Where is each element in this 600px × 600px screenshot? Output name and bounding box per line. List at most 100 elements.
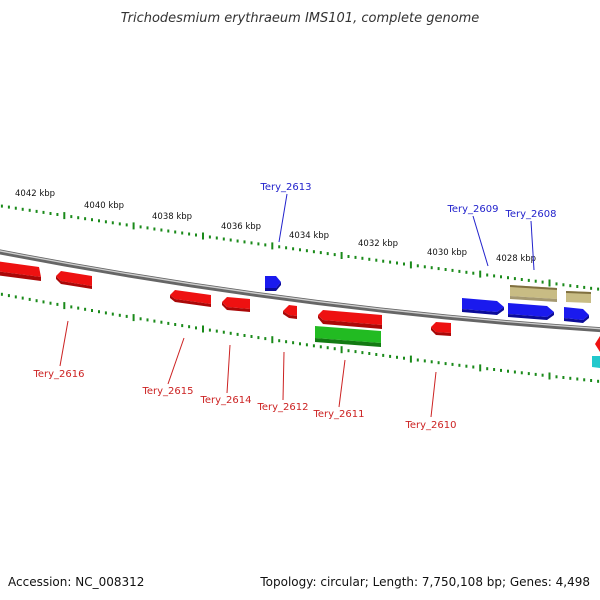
inner-ring-minor-tick xyxy=(7,294,10,298)
outer-ring-minor-tick xyxy=(507,276,509,280)
genome-backbone-highlight xyxy=(0,250,600,330)
tick-label-4028: 4028 kbp xyxy=(496,254,536,264)
inner-ring-major-tick xyxy=(63,302,66,310)
inner-ring-minor-tick xyxy=(14,295,17,299)
inner-ring-minor-tick xyxy=(541,373,544,377)
outer-ring-minor-tick xyxy=(292,247,295,251)
gene-tery-2613[interactable] xyxy=(265,276,281,291)
inner-ring-minor-tick xyxy=(35,299,38,303)
inner-ring-minor-tick xyxy=(21,296,24,300)
outer-ring-minor-tick xyxy=(160,228,163,232)
outer-ring-major-tick xyxy=(479,270,482,278)
inner-ring-minor-tick xyxy=(257,336,260,340)
inner-ring-minor-tick xyxy=(437,361,440,365)
inner-ring-minor-tick xyxy=(243,334,246,337)
inner-ring-minor-tick xyxy=(527,372,530,376)
outer-ring-minor-tick xyxy=(389,260,392,264)
outer-ring-minor-tick xyxy=(236,239,239,243)
accession-text: Accession: NC_008312 xyxy=(8,575,144,589)
inner-ring-minor-tick xyxy=(42,300,45,304)
outer-ring-major-tick xyxy=(548,279,551,287)
leader-tery-2609 xyxy=(472,215,489,267)
gene-red-small-left[interactable] xyxy=(56,271,92,289)
outer-ring-minor-tick xyxy=(444,268,447,271)
inner-ring-minor-tick xyxy=(534,372,537,376)
outer-ring-minor-tick xyxy=(458,269,461,273)
outer-ring-minor-tick xyxy=(513,277,516,281)
gene-tery-2615[interactable] xyxy=(170,290,211,307)
leader-tery-2608 xyxy=(530,220,535,271)
outer-ring-major-tick xyxy=(409,261,412,269)
outer-ring-minor-tick xyxy=(21,207,24,211)
gene-label-tery-2613: Tery_2613 xyxy=(259,182,311,193)
outer-ring-minor-tick xyxy=(416,264,419,268)
outer-ring-minor-tick xyxy=(28,208,31,212)
inner-ring-minor-tick xyxy=(70,305,73,309)
inner-ring-minor-tick xyxy=(236,332,239,336)
inner-ring-minor-tick xyxy=(139,317,142,321)
outer-ring-minor-tick xyxy=(527,278,530,282)
outer-ring-minor-tick xyxy=(125,223,128,227)
outer-ring-minor-tick xyxy=(562,283,565,287)
outer-ring-minor-tick xyxy=(354,255,357,259)
gene-khaki-1[interactable] xyxy=(510,285,557,302)
gene-blue-right[interactable] xyxy=(564,307,589,323)
gene-tery-2609[interactable] xyxy=(462,298,504,315)
tick-label-4030: 4030 kbp xyxy=(427,248,467,258)
inner-ring-minor-tick xyxy=(153,319,156,323)
outer-ring-minor-tick xyxy=(35,209,38,213)
outer-ring-minor-tick xyxy=(0,204,3,208)
outer-ring-minor-tick xyxy=(98,219,100,223)
outer-ring-minor-tick xyxy=(195,233,197,237)
gene-khaki-2[interactable] xyxy=(566,291,591,303)
outer-ring-minor-tick xyxy=(278,245,281,249)
outer-ring-minor-tick xyxy=(215,236,218,240)
outer-ring-minor-tick xyxy=(486,273,489,277)
inner-ring-minor-tick xyxy=(208,328,211,332)
gene-tery-2611[interactable] xyxy=(315,310,382,347)
inner-ring-minor-tick xyxy=(555,375,558,379)
inner-ring-minor-tick xyxy=(229,331,232,335)
gene-cyan-edge-right[interactable] xyxy=(592,356,600,368)
inner-ring-minor-tick xyxy=(416,358,419,362)
inner-tick-ring xyxy=(0,292,600,383)
inner-ring-minor-tick xyxy=(111,312,114,316)
outer-ring-minor-tick xyxy=(243,240,246,244)
inner-ring-minor-tick xyxy=(215,329,218,333)
outer-ring-minor-tick xyxy=(91,218,93,222)
outer-ring-minor-tick xyxy=(229,238,232,242)
outer-ring-minor-tick xyxy=(423,265,426,269)
outer-ring-minor-tick xyxy=(7,205,10,209)
gene-tery-2614[interactable] xyxy=(222,297,250,312)
inner-ring-minor-tick xyxy=(347,349,350,353)
leader-tery-2611 xyxy=(338,359,346,408)
gene-tery-2608[interactable] xyxy=(508,303,554,320)
inner-ring-minor-tick xyxy=(98,310,100,314)
outer-ring-minor-tick xyxy=(70,215,73,219)
outer-ring-minor-tick xyxy=(49,212,52,215)
outer-ring-minor-tick xyxy=(14,206,17,210)
inner-ring-minor-tick xyxy=(167,321,170,325)
gene-label-tery-2610: Tery_2610 xyxy=(404,420,456,431)
outer-ring-minor-tick xyxy=(319,251,322,255)
inner-ring-major-tick xyxy=(548,372,551,380)
outer-ring-minor-tick xyxy=(326,252,329,256)
gene-tery-2616[interactable] xyxy=(0,261,41,281)
outer-ring-minor-tick xyxy=(153,227,156,231)
outer-ring-minor-tick xyxy=(264,243,267,247)
gene-red-edge-right[interactable] xyxy=(595,336,600,352)
gene-tery-2612[interactable] xyxy=(283,305,297,319)
inner-ring-minor-tick xyxy=(486,367,489,371)
inner-ring-minor-tick xyxy=(451,362,454,366)
outer-ring-minor-tick xyxy=(451,268,454,272)
outer-ring-minor-tick xyxy=(56,213,59,216)
outer-ring-minor-tick xyxy=(222,237,225,241)
inner-ring-minor-tick xyxy=(333,347,336,351)
inner-ring-minor-tick xyxy=(264,337,267,341)
outer-ring-minor-tick xyxy=(465,270,468,274)
gene-tery-2610[interactable] xyxy=(431,322,451,336)
outer-ring-minor-tick xyxy=(569,284,572,288)
outer-ring-minor-tick xyxy=(111,221,114,225)
gene-label-tery-2609: Tery_2609 xyxy=(446,204,498,215)
inner-ring-minor-tick xyxy=(403,356,405,360)
